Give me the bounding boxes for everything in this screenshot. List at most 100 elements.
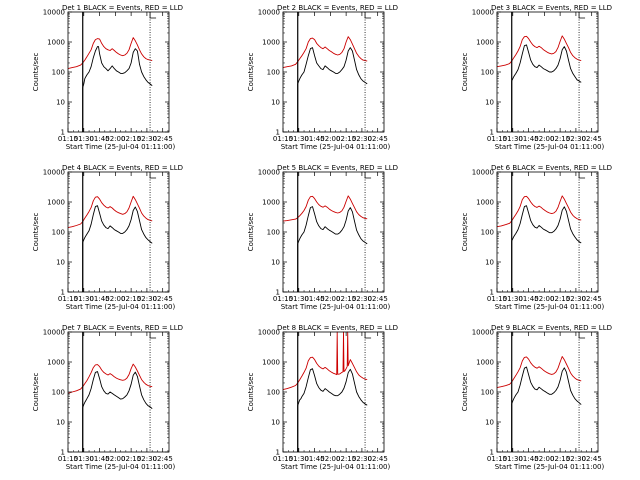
x-tick-label: 02:30 [137, 135, 157, 143]
x-tick-label: 02:00 [320, 455, 340, 463]
x-tick-label: 02:30 [137, 455, 157, 463]
y-tick-label: 100 [52, 389, 65, 397]
y-tick-label: 1 [276, 289, 280, 297]
y-tick-label: 10000 [43, 329, 65, 337]
x-tick-label: 01:15 [487, 455, 507, 463]
events-line [511, 205, 582, 244]
panel-title: Det 1 BLACK = Events, RED = LLD [62, 4, 183, 12]
x-tick-label: 01:45 [304, 295, 324, 303]
y-tick-label: 10 [56, 99, 65, 107]
x-axis-label: Start Time (25-Jul-04 01:11:00) [281, 303, 391, 311]
y-tick-label: 10000 [258, 9, 280, 17]
x-tick-label: 02:30 [352, 295, 372, 303]
x-tick-label: 02:45 [153, 455, 173, 463]
lld-line [67, 195, 153, 229]
lld-line [67, 37, 153, 70]
x-axis-label: Start Time (25-Jul-04 01:11:00) [281, 143, 391, 151]
panel-title: Det 3 BLACK = Events, RED = LLD [491, 4, 612, 12]
marker-bracket [364, 332, 372, 339]
x-tick-label: 01:30 [503, 135, 523, 143]
marker-bracket [578, 12, 586, 19]
y-tick-label: 1000 [476, 359, 494, 367]
detector-panel-3: 1 10 100 1000 10000 01:1501:3001:4502:0002:15… [461, 4, 612, 151]
y-tick-label: 10 [271, 419, 280, 427]
x-tick-label: 02:30 [137, 295, 157, 303]
y-tick-label: 1000 [262, 359, 280, 367]
detector-panel-4: 1 10 100 1000 10000 01:1501:3001:4502:0002:15… [32, 164, 183, 311]
y-tick-label: 1 [61, 289, 65, 297]
y-axis-label: Counts/sec [461, 373, 469, 412]
x-tick-label: 01:15 [273, 135, 293, 143]
y-tick-label: 10000 [43, 9, 65, 17]
x-tick-label: 02:15 [550, 455, 570, 463]
y-tick-label: 1 [61, 449, 65, 457]
x-tick-label: 02:45 [582, 455, 602, 463]
x-tick-label: 02:15 [550, 135, 570, 143]
y-tick-label: 10000 [258, 169, 280, 177]
x-tick-label: 01:45 [518, 295, 538, 303]
events-line [82, 46, 153, 88]
x-tick-label: 01:45 [304, 135, 324, 143]
x-tick-label: 02:30 [566, 135, 586, 143]
x-tick-label: 01:15 [487, 295, 507, 303]
panel-title: Det 9 BLACK = Events, RED = LLD [491, 324, 612, 332]
y-tick-label: 1000 [262, 39, 280, 47]
y-tick-label: 10 [271, 259, 280, 267]
x-tick-label: 02:45 [368, 295, 388, 303]
detector-panel-8: 1 10 100 1000 10000 01:1501:3001:4502:0002:15… [247, 324, 398, 471]
x-tick-label: 02:45 [582, 135, 602, 143]
marker-bracket [578, 332, 586, 339]
x-tick-label: 01:15 [487, 135, 507, 143]
detector-panel-9: 1 10 100 1000 10000 01:1501:3001:4502:0002:15… [461, 324, 612, 471]
y-tick-label: 1 [490, 129, 494, 137]
x-tick-label: 02:00 [534, 135, 554, 143]
y-tick-label: 10 [271, 99, 280, 107]
events-line [297, 206, 368, 245]
y-tick-label: 1000 [47, 199, 65, 207]
detector-panel-5: 1 10 100 1000 10000 01:1501:3001:4502:0002:15… [247, 164, 398, 311]
y-tick-label: 10 [485, 259, 494, 267]
y-tick-label: 10000 [258, 329, 280, 337]
y-tick-label: 100 [481, 389, 494, 397]
x-tick-label: 01:30 [503, 295, 523, 303]
x-tick-label: 02:00 [105, 295, 125, 303]
x-axis-label: Start Time (25-Jul-04 01:11:00) [66, 143, 176, 151]
events-line [82, 371, 153, 409]
y-tick-label: 100 [481, 69, 494, 77]
events-line [511, 366, 582, 405]
events-line [297, 368, 368, 406]
x-tick-label: 02:15 [121, 295, 141, 303]
x-tick-label: 01:30 [74, 295, 94, 303]
panel-title: Det 8 BLACK = Events, RED = LLD [277, 324, 398, 332]
x-tick-label: 01:30 [289, 135, 309, 143]
x-axis-label: Start Time (25-Jul-04 01:11:00) [495, 143, 605, 151]
x-tick-label: 01:30 [289, 455, 309, 463]
detector-panel-7: 1 10 100 1000 10000 01:1501:3001:4502:0002:15… [32, 324, 183, 471]
x-tick-label: 02:15 [121, 135, 141, 143]
y-tick-label: 1000 [476, 199, 494, 207]
x-axis-label: Start Time (25-Jul-04 01:11:00) [495, 303, 605, 311]
x-tick-label: 02:30 [352, 455, 372, 463]
x-tick-label: 02:15 [336, 135, 356, 143]
marker-bracket [149, 172, 157, 179]
x-tick-label: 01:45 [304, 455, 324, 463]
x-tick-label: 02:30 [566, 295, 586, 303]
x-tick-label: 01:30 [74, 455, 94, 463]
y-tick-label: 10000 [472, 169, 494, 177]
y-axis-label: Counts/sec [247, 213, 255, 252]
panel-title: Det 2 BLACK = Events, RED = LLD [277, 4, 398, 12]
y-tick-label: 10000 [472, 9, 494, 17]
x-tick-label: 02:15 [121, 455, 141, 463]
x-tick-label: 02:00 [320, 295, 340, 303]
y-tick-label: 10 [56, 419, 65, 427]
x-tick-label: 02:00 [534, 295, 554, 303]
y-tick-label: 1000 [262, 199, 280, 207]
y-tick-label: 100 [267, 229, 280, 237]
marker-bracket [149, 12, 157, 19]
y-tick-label: 1 [276, 129, 280, 137]
x-axis-label: Start Time (25-Jul-04 01:11:00) [66, 463, 176, 471]
x-tick-label: 02:45 [153, 295, 173, 303]
panel-title: Det 7 BLACK = Events, RED = LLD [62, 324, 183, 332]
y-axis-label: Counts/sec [32, 373, 40, 412]
lld-line [282, 195, 368, 222]
